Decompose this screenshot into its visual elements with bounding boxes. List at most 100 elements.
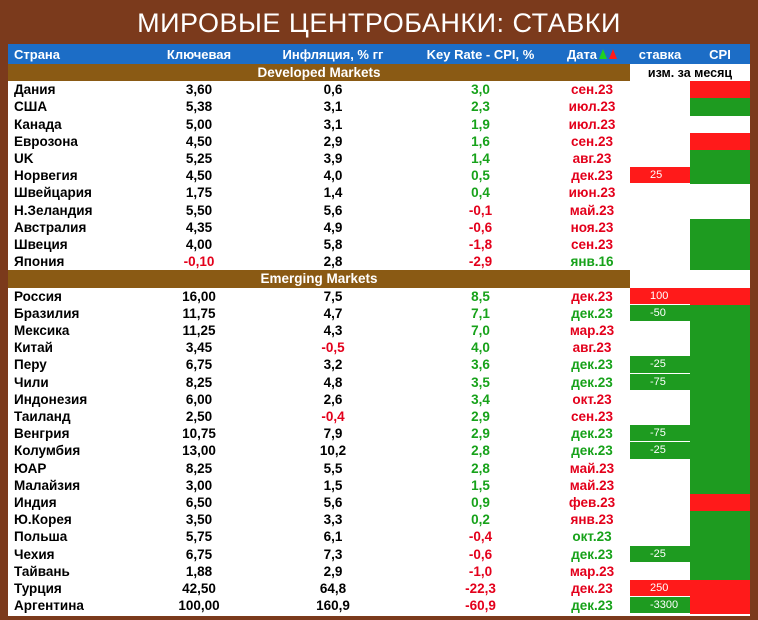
inflation: 4,7 bbox=[323, 305, 343, 321]
date: янв.23 bbox=[570, 512, 614, 528]
key-rate-minus-cpi: 3,6 bbox=[471, 357, 490, 373]
cpi-change bbox=[690, 494, 750, 512]
date: дек.23 bbox=[571, 357, 613, 373]
change-label: изм. за месяц bbox=[647, 65, 733, 80]
country: Перу bbox=[14, 357, 47, 373]
date: фев.23 bbox=[568, 495, 616, 511]
inflation: 7,9 bbox=[323, 426, 343, 442]
country: Канада bbox=[14, 116, 62, 132]
inflation: 5,6 bbox=[323, 495, 343, 511]
date: май.23 bbox=[569, 202, 615, 218]
key-rate: 8,25 bbox=[185, 460, 213, 476]
key-rate-minus-cpi: 8,5 bbox=[471, 288, 490, 304]
table-row: Япония -0,10 2,8 -2,9 янв.16 bbox=[8, 253, 750, 271]
section-row: Emerging Markets bbox=[8, 270, 750, 288]
inflation: 4,9 bbox=[323, 219, 343, 235]
key-rate-minus-cpi: 2,8 bbox=[471, 443, 490, 459]
date: сен.23 bbox=[571, 409, 613, 425]
date: дек.23 bbox=[571, 305, 613, 321]
table-row: Польша 5,75 6,1 -0,4 окт.23 bbox=[8, 528, 750, 546]
country: UK bbox=[14, 151, 34, 167]
key-rate: 3,60 bbox=[185, 82, 213, 98]
key-rate-minus-cpi: 7,0 bbox=[471, 323, 490, 339]
key-rate-minus-cpi: -22,3 bbox=[465, 581, 496, 597]
rate-change: -25 bbox=[630, 545, 690, 563]
table-row: Дания 3,60 0,6 3,0 сен.23 bbox=[8, 81, 750, 99]
date: июн.23 bbox=[568, 185, 616, 201]
table-row: Норвегия 4,50 4,0 0,5 дек.23 25 bbox=[8, 167, 750, 185]
country: Индонезия bbox=[14, 391, 88, 407]
key-rate-minus-cpi: -0,4 bbox=[468, 529, 493, 545]
inflation: 4,0 bbox=[323, 168, 343, 184]
rate-change: 25 bbox=[630, 167, 690, 185]
date: дек.23 bbox=[571, 374, 613, 390]
country: Малайзия bbox=[14, 477, 81, 493]
date: окт.23 bbox=[572, 529, 612, 545]
cpi-change bbox=[690, 476, 750, 494]
key-rate: 3,45 bbox=[185, 340, 213, 356]
key-rate: 42,50 bbox=[182, 581, 216, 597]
key-rate-minus-cpi: 2,9 bbox=[471, 409, 490, 425]
rate-change: -50 bbox=[630, 304, 690, 322]
table-row: Чехия 6,75 7,3 -0,6 дек.23 -25 bbox=[8, 545, 750, 563]
key-rate: 4,50 bbox=[185, 133, 213, 149]
inflation: -0,4 bbox=[321, 409, 345, 425]
key-rate-minus-cpi: 3,0 bbox=[471, 82, 490, 98]
cpi-change bbox=[690, 562, 750, 580]
column-header: Key Rate - CPI, % bbox=[426, 46, 535, 62]
country: Индия bbox=[14, 495, 57, 511]
key-rate: 1,75 bbox=[185, 185, 213, 201]
key-rate: 10,75 bbox=[182, 426, 216, 442]
key-rate-minus-cpi: 1,4 bbox=[471, 151, 490, 167]
table-row: Китай 3,45 -0,5 4,0 авг.23 bbox=[8, 339, 750, 357]
date: дек.23 bbox=[571, 288, 613, 304]
table-row: UK 5,25 3,9 1,4 авг.23 bbox=[8, 150, 750, 168]
key-rate-minus-cpi: 0,9 bbox=[471, 495, 490, 511]
cpi-change bbox=[690, 339, 750, 357]
country: США bbox=[14, 99, 48, 115]
column-header: Инфляция, % гг bbox=[282, 46, 384, 62]
country: Чехия bbox=[14, 546, 55, 562]
section-row: Developed Markets изм. за месяц bbox=[8, 64, 750, 82]
cpi-change bbox=[690, 442, 750, 460]
table-row: Бразилия 11,75 4,7 7,1 дек.23 -50 bbox=[8, 304, 750, 322]
key-rate: 6,75 bbox=[185, 357, 213, 373]
table-row: Перу 6,75 3,2 3,6 дек.23 -25 bbox=[8, 356, 750, 374]
key-rate: -0,10 bbox=[183, 254, 215, 270]
key-rate-minus-cpi: -0,1 bbox=[468, 202, 493, 218]
country: Еврозона bbox=[14, 133, 78, 149]
column-header: Страна bbox=[14, 46, 61, 62]
key-rate: 11,75 bbox=[182, 305, 216, 321]
inflation: 2,9 bbox=[323, 133, 343, 149]
key-rate-minus-cpi: 4,0 bbox=[471, 340, 490, 356]
key-rate: 5,00 bbox=[185, 116, 213, 132]
country: ЮАР bbox=[14, 460, 47, 476]
key-rate-minus-cpi: -0,6 bbox=[468, 219, 493, 235]
date: дек.23 bbox=[571, 426, 613, 442]
key-rate-minus-cpi: 7,1 bbox=[471, 305, 490, 321]
country: Россия bbox=[14, 288, 62, 304]
rates-table: Страна Ключевая Инфляция, % гг Key Rate - C… bbox=[8, 44, 750, 616]
country: Польша bbox=[14, 529, 68, 545]
table-row: Таиланд 2,50 -0,4 2,9 сен.23 bbox=[8, 408, 750, 426]
rate-change: -75 bbox=[630, 425, 690, 443]
key-rate-minus-cpi: 2,3 bbox=[471, 99, 490, 115]
inflation: 0,6 bbox=[323, 82, 343, 98]
key-rate: 11,25 bbox=[182, 323, 216, 339]
key-rate: 3,00 bbox=[185, 477, 213, 493]
key-rate: 16,00 bbox=[182, 288, 216, 304]
section-title: Developed Markets bbox=[8, 64, 630, 82]
key-rate: 6,50 bbox=[185, 495, 213, 511]
cpi-change bbox=[690, 81, 750, 99]
section-title: Emerging Markets bbox=[8, 270, 630, 288]
key-rate-minus-cpi: 3,5 bbox=[471, 374, 490, 390]
date: янв.16 bbox=[570, 254, 614, 270]
key-rate-minus-cpi: 0,2 bbox=[471, 512, 490, 528]
cpi-change bbox=[690, 545, 750, 563]
rate-change: 100 bbox=[630, 287, 690, 305]
cpi-change bbox=[690, 253, 750, 271]
table-row: Швейцария 1,75 1,4 0,4 июн.23 bbox=[8, 184, 750, 201]
date: дек.23 bbox=[571, 443, 613, 459]
date: ноя.23 bbox=[570, 219, 614, 235]
date: сен.23 bbox=[571, 82, 613, 98]
